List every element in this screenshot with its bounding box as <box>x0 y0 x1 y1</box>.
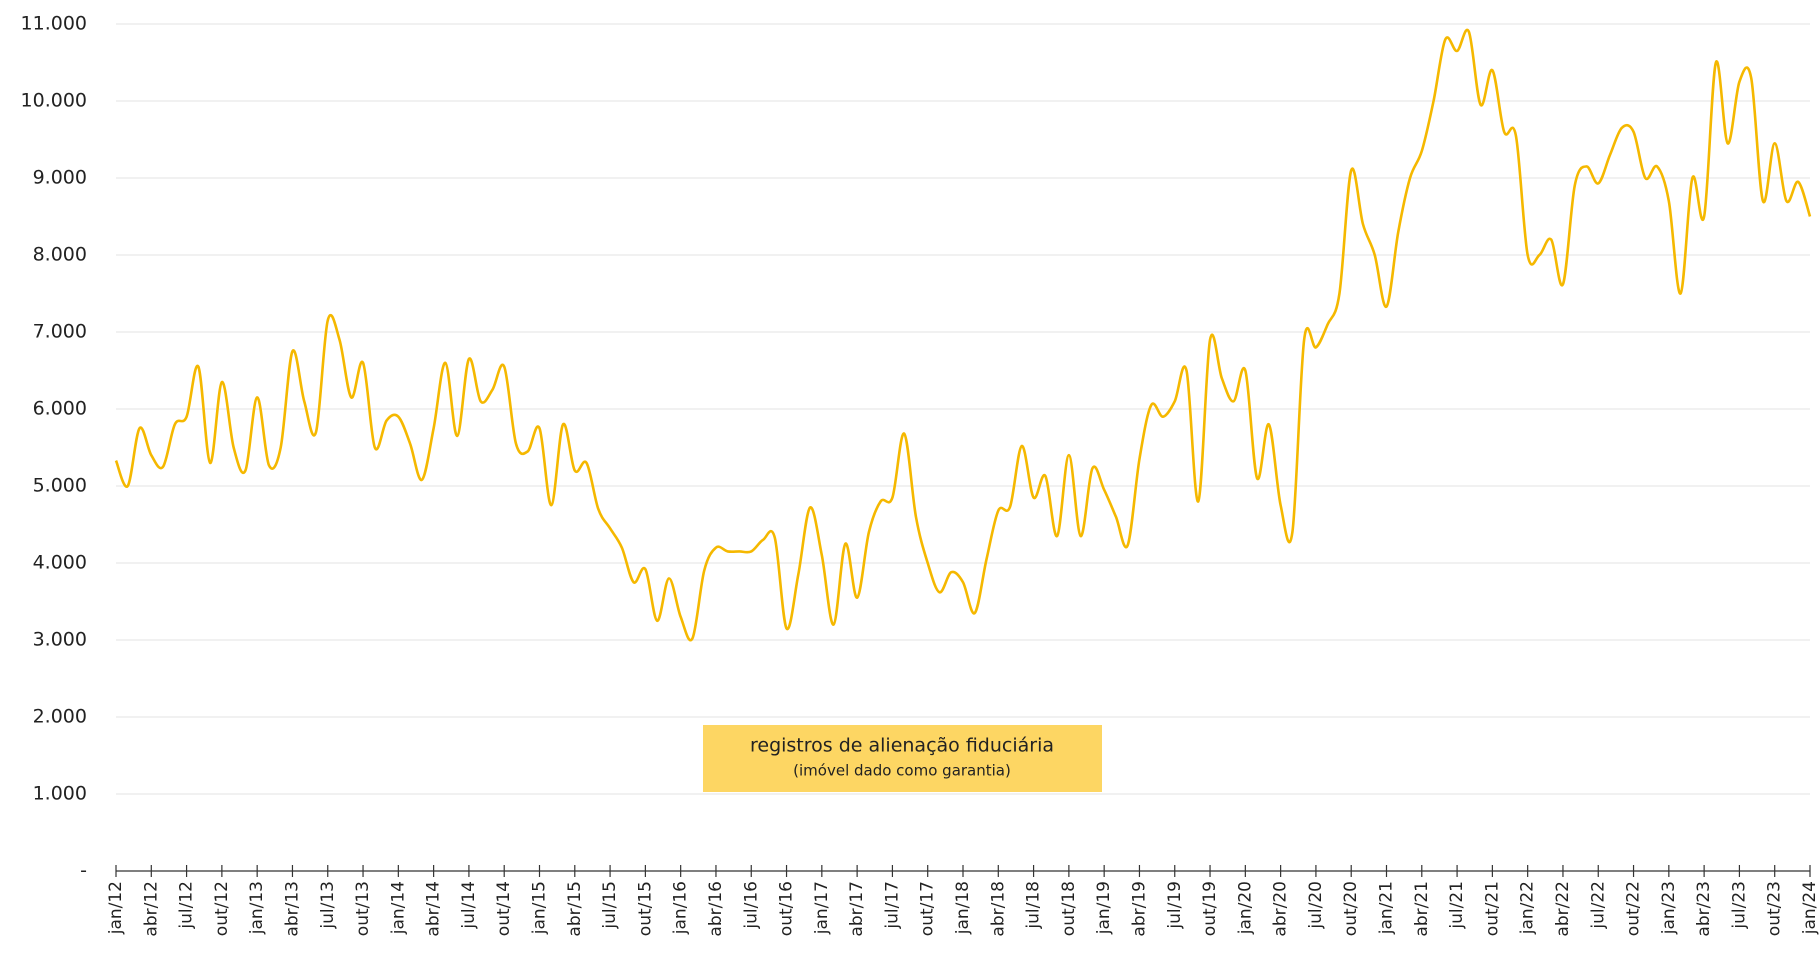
x-tick-label: jul/23 <box>1729 881 1749 930</box>
y-tick-label: 2.000 <box>33 706 87 728</box>
x-tick-label: out/20 <box>1341 881 1361 936</box>
x-tick-label: jul/15 <box>600 881 620 930</box>
x-tick-label: abr/22 <box>1553 881 1573 937</box>
x-tick-label: jan/21 <box>1377 881 1397 935</box>
x-tick-label: out/23 <box>1765 881 1785 936</box>
x-tick-label: abr/15 <box>565 881 585 937</box>
legend-label: registros de alienação fiduciária <box>750 735 1054 757</box>
legend-note: (imóvel dado como garantia) <box>793 762 1011 780</box>
x-tick-label: jul/20 <box>1306 881 1326 930</box>
x-tick-label: abr/13 <box>282 881 302 937</box>
x-tick-label: jan/18 <box>953 881 973 935</box>
y-tick-label: 8.000 <box>33 244 87 266</box>
x-tick-label: abr/20 <box>1271 881 1291 937</box>
legend-box <box>703 725 1102 792</box>
y-tick-label: 9.000 <box>33 167 87 189</box>
x-tick-label: jul/19 <box>1165 881 1185 930</box>
x-tick-label: jan/16 <box>671 881 691 935</box>
y-tick-label: 5.000 <box>33 475 87 497</box>
x-tick-label: abr/17 <box>847 881 867 937</box>
x-tick-label: jan/19 <box>1094 881 1114 935</box>
x-tick-label: out/16 <box>777 881 797 936</box>
line <box>114 28 1812 642</box>
x-tick-label: out/12 <box>212 881 232 936</box>
x-tick-label: out/17 <box>918 881 938 936</box>
x-tick-label: jul/16 <box>741 881 761 930</box>
x-tick-label: jan/20 <box>1235 881 1255 935</box>
x-tick-label: jan/17 <box>812 881 832 935</box>
x-tick-label: jan/23 <box>1659 881 1679 935</box>
y-tick-label: 7.000 <box>33 321 87 343</box>
x-tick-label: abr/16 <box>706 881 726 937</box>
y-tick-label: 6.000 <box>33 398 87 420</box>
x-tick-label: out/14 <box>494 881 514 936</box>
x-tick-label: jul/18 <box>1024 881 1044 930</box>
x-tick-label: jul/21 <box>1447 881 1467 930</box>
x-tick-label: out/13 <box>353 881 373 936</box>
x-tick-label: jul/17 <box>882 881 902 930</box>
x-tick-label: jan/15 <box>530 881 550 935</box>
x-tick-label: abr/23 <box>1694 881 1714 937</box>
y-tick-label: 10.000 <box>21 90 87 112</box>
x-tick-label: out/18 <box>1059 881 1079 936</box>
x-tick-label: jul/12 <box>177 881 197 930</box>
x-tick-label: abr/14 <box>424 881 444 937</box>
y-tick-label: 1.000 <box>33 783 87 805</box>
x-tick-label: abr/18 <box>988 881 1008 937</box>
y-tick-label: - <box>80 860 87 882</box>
x-tick-label: jul/22 <box>1588 881 1608 930</box>
y-tick-label: 4.000 <box>33 552 87 574</box>
x-tick-label: jan/14 <box>388 881 408 935</box>
x-tick-label: abr/21 <box>1412 881 1432 937</box>
x-tick-label: jan/13 <box>247 881 267 935</box>
legend: registros de alienação fiduciária (imóve… <box>703 725 1102 792</box>
x-tick-label: jul/14 <box>459 881 479 930</box>
x-tick-label: jan/24 <box>1800 881 1819 935</box>
x-tick-label: out/15 <box>635 881 655 936</box>
x-tick-label: out/19 <box>1200 881 1220 936</box>
x-tick-label: out/22 <box>1624 881 1644 936</box>
x-tick-label: out/21 <box>1482 881 1502 936</box>
x-tick-label: jul/13 <box>318 881 338 930</box>
x-tick-label: jan/22 <box>1518 881 1538 935</box>
x-tick-label: abr/19 <box>1129 881 1149 937</box>
x-tick-label: abr/12 <box>141 881 161 937</box>
y-tick-label: 3.000 <box>33 629 87 651</box>
x-tick-label: jan/12 <box>106 881 126 935</box>
y-tick-label: 11.000 <box>21 13 87 35</box>
